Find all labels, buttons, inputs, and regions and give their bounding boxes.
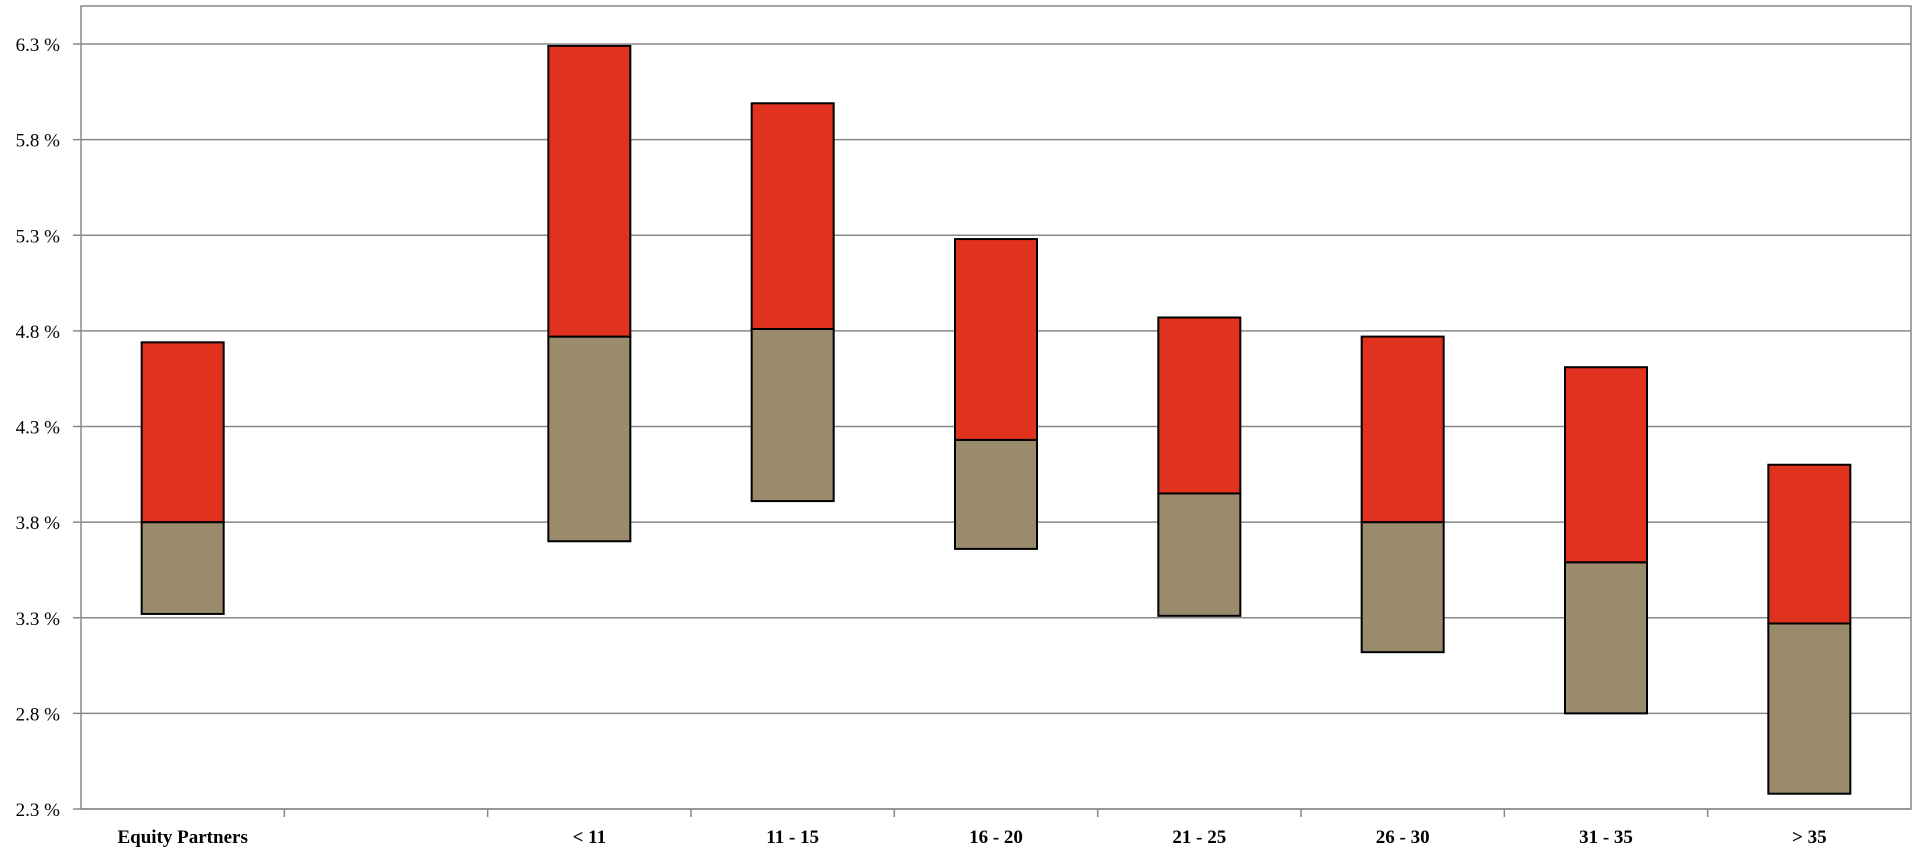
y-tick-label: 4.3 % [16,418,61,439]
bar-segment-upper [954,238,1038,441]
x-category-label: 16 - 20 [969,827,1023,848]
y-tick-label: 5.8 % [16,131,61,152]
x-category-label: < 11 [573,827,607,848]
bar-segment-upper [750,102,835,330]
x-category-label: 21 - 25 [1172,827,1226,848]
y-tick-label: 4.8 % [16,322,61,343]
x-category-label: 11 - 15 [766,827,819,848]
bar-segment-upper [1157,316,1242,495]
bar-segment-lower [1564,561,1648,715]
y-tick-label: 3.3 % [16,609,61,630]
x-category-label: > 35 [1792,827,1827,848]
bar-segment-upper [1767,463,1852,625]
x-category-label: 26 - 30 [1376,827,1430,848]
x-category-label: 31 - 35 [1579,827,1633,848]
x-axis-category-labels: Equity Partners < 11 11 - 15 16 - 20 21 - 25… [117,827,1826,848]
x-axis-ticks [283,809,1709,817]
y-tick-label: 6.3 % [16,35,61,56]
bars [140,44,1852,795]
bar-segment-lower [1767,622,1852,795]
bar-segment-lower [547,335,632,543]
bar-segment-lower [750,327,835,503]
y-tick-label: 2.3 % [16,800,61,821]
bar-segment-lower [954,438,1038,550]
y-axis-tick-labels: 2.3 % 2.8 % 3.3 % 3.8 % 4.3 % 4.8 % 5.3 % 5.8 %… [16,35,61,821]
x-category-label: Equity Partners [117,827,247,848]
y-tick-label: 5.3 % [16,226,61,247]
bar-segment-upper [1360,335,1445,524]
bar-segment-upper [1564,366,1648,564]
bar-segment-upper [547,44,632,338]
bar-segment-upper [140,341,225,524]
bar-segment-lower [1360,521,1445,654]
y-tick-label: 2.8 % [16,704,61,725]
y-tick-label: 3.8 % [16,513,61,534]
bar-segment-lower [1157,492,1242,617]
bar-segment-lower [140,521,225,615]
